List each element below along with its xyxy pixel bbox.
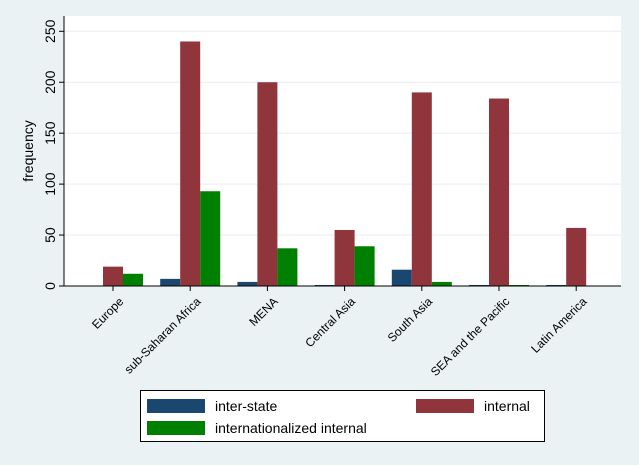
bar-inter-state-latin-america bbox=[546, 284, 567, 286]
y-tick-label: 0 bbox=[42, 282, 58, 290]
bar-internationalized-internal-sea-and-the-pacific bbox=[509, 284, 529, 286]
bar-internal-sea-and-the-pacific bbox=[489, 98, 509, 286]
y-tick-label: 200 bbox=[42, 70, 58, 94]
grid-lines bbox=[64, 30, 621, 236]
bar-inter-state-south-asia bbox=[391, 269, 412, 286]
bar-internal-europe bbox=[103, 266, 123, 286]
bar-internal-mena bbox=[257, 82, 278, 287]
legend-swatch-inter-state bbox=[147, 399, 205, 413]
legend-item-internationalized-internal: internationalized internal bbox=[147, 420, 367, 436]
bar-internal-central-asia bbox=[334, 229, 355, 286]
legend-item-internal: internal bbox=[416, 398, 530, 414]
bar-internationalized-internal-mena bbox=[277, 248, 298, 286]
legend-swatch-internationalized-internal bbox=[147, 421, 205, 435]
x-tick-label: Europe bbox=[89, 294, 126, 331]
y-axis-label: frequency bbox=[20, 120, 36, 181]
y-axis-ticks: 0 50 100 150 200 250 bbox=[42, 19, 64, 290]
y-tick-label: 50 bbox=[42, 227, 58, 243]
bar-internal-sub-saharan-africa bbox=[180, 41, 201, 287]
legend-item-inter-state: inter-state bbox=[147, 398, 277, 414]
bar-inter-state-mena bbox=[237, 281, 258, 286]
bar-internationalized-internal-south-asia bbox=[431, 281, 452, 286]
legend-label-inter-state: inter-state bbox=[215, 398, 278, 414]
x-tick-label: Central Asia bbox=[302, 294, 358, 350]
y-tick-label: 100 bbox=[42, 172, 58, 196]
bars bbox=[103, 41, 587, 287]
y-tick-label: 150 bbox=[42, 121, 58, 145]
x-tick-label: SEA and the Pacific bbox=[428, 294, 512, 378]
y-tick-label: 250 bbox=[42, 19, 58, 43]
bar-inter-state-central-asia bbox=[314, 284, 335, 286]
x-tick-label: sub-Saharan Africa bbox=[121, 294, 203, 376]
bar-internationalized-internal-sub-saharan-africa bbox=[200, 191, 221, 286]
bar-internal-south-asia bbox=[411, 92, 432, 286]
x-tick-label: South Asia bbox=[385, 294, 436, 345]
legend-swatch-internal bbox=[416, 399, 474, 413]
bar-internal-latin-america bbox=[566, 227, 587, 286]
bar-inter-state-sub-saharan-africa bbox=[160, 278, 181, 286]
legend-label-internationalized-internal: internationalized internal bbox=[215, 420, 367, 436]
bar-internationalized-internal-central-asia bbox=[354, 246, 375, 286]
legend-label-internal: internal bbox=[484, 398, 530, 414]
bar-internationalized-internal-europe bbox=[123, 273, 143, 286]
x-tick-label: Latin America bbox=[528, 294, 590, 356]
x-tick-label: MENA bbox=[246, 294, 280, 328]
legend: inter-state internal internationalized i… bbox=[140, 390, 545, 442]
bar-inter-state-sea-and-the-pacific bbox=[469, 284, 489, 286]
